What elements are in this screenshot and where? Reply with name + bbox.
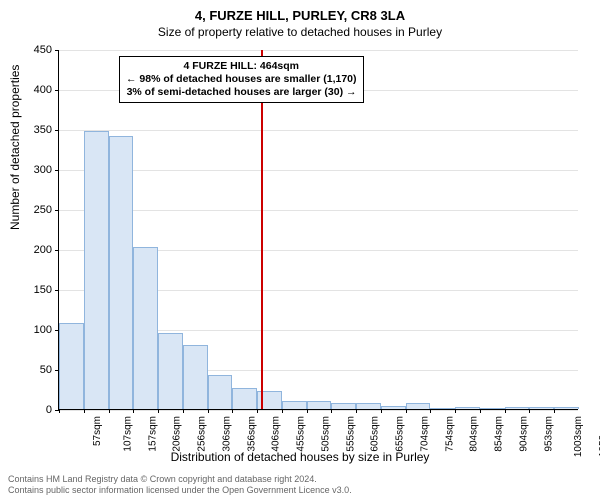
reference-line xyxy=(261,50,263,409)
y-axis-label: Number of detached properties xyxy=(8,65,22,230)
xtick-mark xyxy=(282,409,283,413)
xtick-label: 704sqm xyxy=(419,416,430,452)
xtick-mark xyxy=(356,409,357,413)
xtick-mark xyxy=(381,409,382,413)
xtick-label: 904sqm xyxy=(519,416,530,452)
x-axis-label: Distribution of detached houses by size … xyxy=(0,450,600,464)
histogram-bar xyxy=(109,136,134,409)
histogram-bar xyxy=(84,131,109,409)
xtick-label: 406sqm xyxy=(271,416,282,452)
gridline-h xyxy=(59,210,578,211)
footer-line-1: Contains HM Land Registry data © Crown c… xyxy=(8,474,352,485)
xtick-label: 57sqm xyxy=(92,416,103,446)
histogram-bar xyxy=(529,407,554,409)
histogram-bar xyxy=(406,403,431,409)
ytick-mark xyxy=(55,170,59,171)
xtick-label: 754sqm xyxy=(444,416,455,452)
footer-attribution: Contains HM Land Registry data © Crown c… xyxy=(8,474,352,496)
histogram-bar xyxy=(59,323,84,409)
histogram-bar xyxy=(282,401,307,409)
chart-title: 4, FURZE HILL, PURLEY, CR8 3LA xyxy=(0,0,600,23)
gridline-h xyxy=(59,130,578,131)
xtick-mark xyxy=(331,409,332,413)
gridline-h xyxy=(59,50,578,51)
ytick-label: 400 xyxy=(22,84,52,96)
histogram-bar xyxy=(183,345,208,409)
xtick-label: 206sqm xyxy=(172,416,183,452)
xtick-mark xyxy=(307,409,308,413)
histogram-bar xyxy=(455,407,480,409)
histogram-bar xyxy=(430,408,455,409)
histogram-bar xyxy=(331,403,356,409)
xtick-mark xyxy=(208,409,209,413)
ytick-label: 0 xyxy=(22,404,52,416)
ytick-label: 50 xyxy=(22,364,52,376)
xtick-mark xyxy=(84,409,85,413)
ytick-label: 350 xyxy=(22,124,52,136)
xtick-label: 256sqm xyxy=(197,416,208,452)
ytick-label: 300 xyxy=(22,164,52,176)
annotation-box: 4 FURZE HILL: 464sqm← 98% of detached ho… xyxy=(119,56,364,103)
xtick-mark xyxy=(158,409,159,413)
xtick-label: 953sqm xyxy=(543,416,554,452)
xtick-mark xyxy=(480,409,481,413)
chart-subtitle: Size of property relative to detached ho… xyxy=(0,23,600,39)
ytick-label: 200 xyxy=(22,244,52,256)
xtick-label: 655sqm xyxy=(395,416,406,452)
ytick-label: 250 xyxy=(22,204,52,216)
ytick-label: 100 xyxy=(22,324,52,336)
xtick-mark xyxy=(430,409,431,413)
plot-area: 05010015020025030035040045057sqm107sqm15… xyxy=(58,50,578,410)
gridline-h xyxy=(59,170,578,171)
xtick-label: 455sqm xyxy=(296,416,307,452)
ytick-mark xyxy=(55,290,59,291)
chart-area: 05010015020025030035040045057sqm107sqm15… xyxy=(58,50,578,410)
histogram-bar xyxy=(356,403,381,409)
xtick-label: 804sqm xyxy=(469,416,480,452)
histogram-bar xyxy=(505,407,530,409)
ytick-mark xyxy=(55,50,59,51)
xtick-mark xyxy=(505,409,506,413)
ytick-mark xyxy=(55,250,59,251)
xtick-mark xyxy=(455,409,456,413)
annotation-line-1: 4 FURZE HILL: 464sqm xyxy=(126,60,357,73)
xtick-mark xyxy=(133,409,134,413)
histogram-bar xyxy=(480,408,505,409)
xtick-label: 605sqm xyxy=(370,416,381,452)
histogram-bar xyxy=(158,333,183,409)
footer-line-2: Contains public sector information licen… xyxy=(8,485,352,496)
histogram-bar xyxy=(307,401,332,409)
ytick-mark xyxy=(55,90,59,91)
xtick-mark xyxy=(406,409,407,413)
annotation-line-3: 3% of semi-detached houses are larger (3… xyxy=(126,86,357,99)
annotation-line-2: ← 98% of detached houses are smaller (1,… xyxy=(126,73,357,86)
xtick-label: 157sqm xyxy=(147,416,158,452)
histogram-bar xyxy=(208,375,233,409)
xtick-label: 505sqm xyxy=(320,416,331,452)
xtick-label: 306sqm xyxy=(221,416,232,452)
ytick-mark xyxy=(55,130,59,131)
ytick-label: 150 xyxy=(22,284,52,296)
xtick-label: 107sqm xyxy=(122,416,133,452)
xtick-label: 854sqm xyxy=(494,416,505,452)
ytick-label: 450 xyxy=(22,44,52,56)
xtick-mark xyxy=(183,409,184,413)
histogram-bar xyxy=(554,407,579,409)
ytick-mark xyxy=(55,210,59,211)
xtick-mark xyxy=(109,409,110,413)
histogram-bar xyxy=(133,247,158,409)
gridline-h xyxy=(59,410,578,411)
xtick-mark xyxy=(529,409,530,413)
xtick-mark xyxy=(554,409,555,413)
histogram-bar xyxy=(232,388,257,409)
xtick-mark xyxy=(59,409,60,413)
xtick-mark xyxy=(232,409,233,413)
histogram-bar xyxy=(381,406,406,409)
xtick-label: 555sqm xyxy=(345,416,356,452)
xtick-label: 356sqm xyxy=(246,416,257,452)
xtick-mark xyxy=(257,409,258,413)
